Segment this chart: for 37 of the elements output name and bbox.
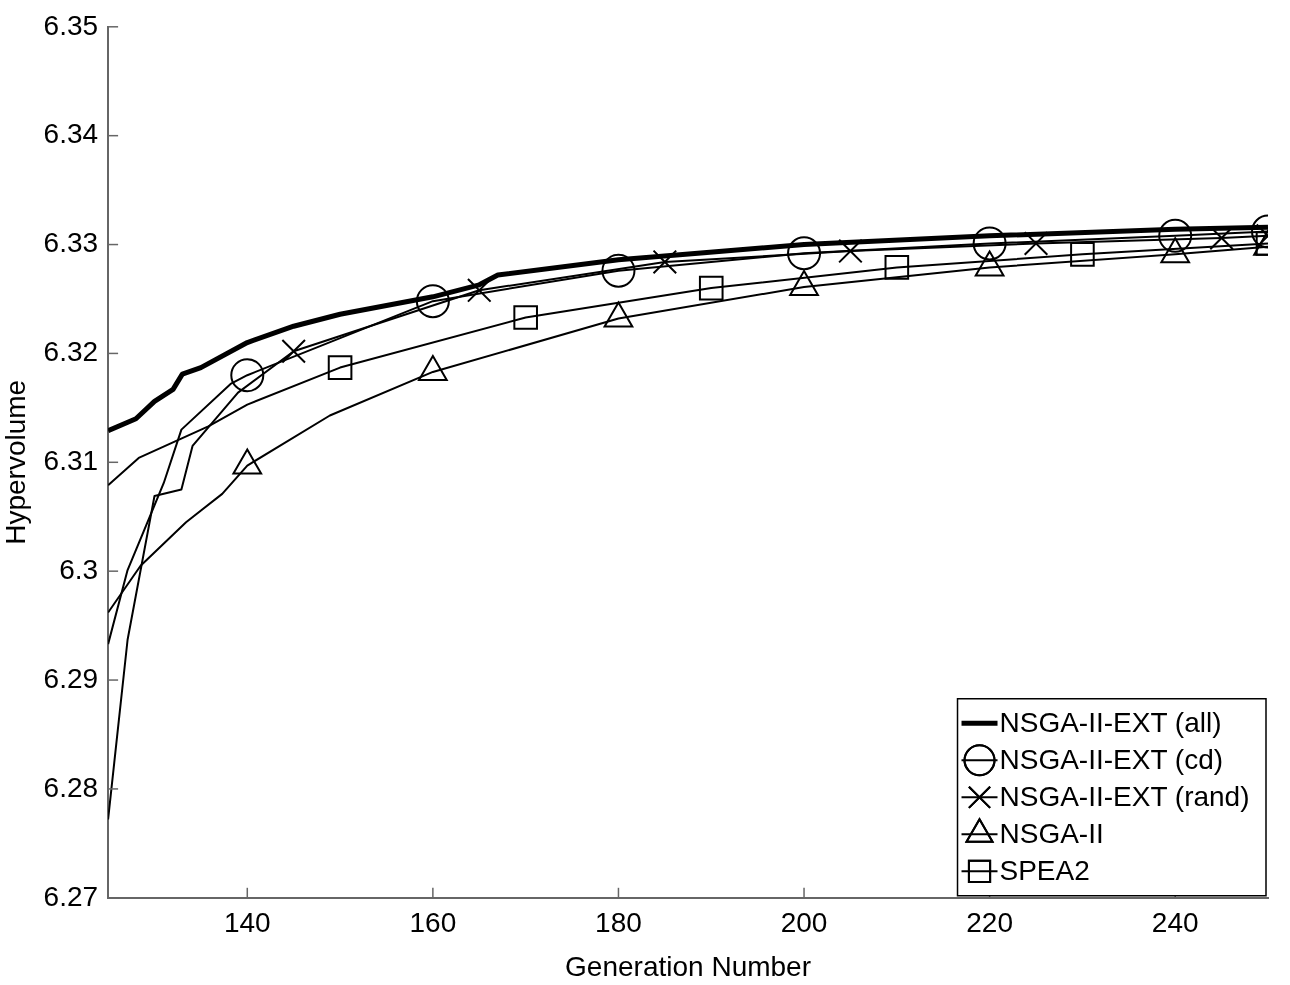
point bbox=[972, 226, 1007, 261]
legend-label: NSGA-II-EXT (cd) bbox=[999, 744, 1224, 776]
point bbox=[281, 338, 306, 364]
point bbox=[466, 277, 492, 303]
legend-label: NSGA-II-EXT (all) bbox=[999, 707, 1222, 739]
point bbox=[652, 249, 678, 275]
legend-label: SPEA2 bbox=[999, 855, 1090, 887]
point bbox=[1070, 242, 1095, 267]
y-tick-label: 6.27 bbox=[43, 880, 99, 912]
x-axis-title: Generation Number bbox=[565, 950, 811, 982]
point bbox=[884, 255, 910, 280]
x-tick-label: 160 bbox=[409, 907, 457, 939]
y-tick-label: 6.35 bbox=[43, 9, 99, 41]
point bbox=[1158, 218, 1193, 253]
x-tick-label: 240 bbox=[1151, 907, 1199, 939]
x-tick-label: 140 bbox=[223, 907, 271, 939]
y-tick-label: 6.32 bbox=[43, 336, 99, 368]
point bbox=[327, 355, 353, 380]
point bbox=[415, 284, 450, 319]
x-tick-label: 220 bbox=[966, 907, 1013, 939]
y-axis-title: Hypervolume bbox=[0, 379, 31, 545]
point bbox=[698, 275, 724, 301]
point bbox=[838, 238, 863, 264]
legend-label: NSGA-II bbox=[999, 818, 1104, 850]
y-tick-label: 6.3 bbox=[59, 553, 99, 585]
y-tick-label: 6.28 bbox=[43, 771, 99, 803]
y-tick-label: 6.33 bbox=[43, 227, 99, 259]
y-tick-label: 6.29 bbox=[43, 662, 99, 694]
x-tick-label: 180 bbox=[595, 907, 642, 939]
x-tick-label: 200 bbox=[780, 907, 828, 939]
point bbox=[601, 253, 636, 288]
point bbox=[787, 236, 822, 271]
y-tick-label: 6.31 bbox=[43, 445, 99, 477]
legend-label: NSGA-II-EXT (rand) bbox=[999, 781, 1250, 813]
y-tick-label: 6.34 bbox=[43, 118, 99, 150]
point bbox=[230, 358, 265, 393]
point bbox=[513, 305, 538, 330]
